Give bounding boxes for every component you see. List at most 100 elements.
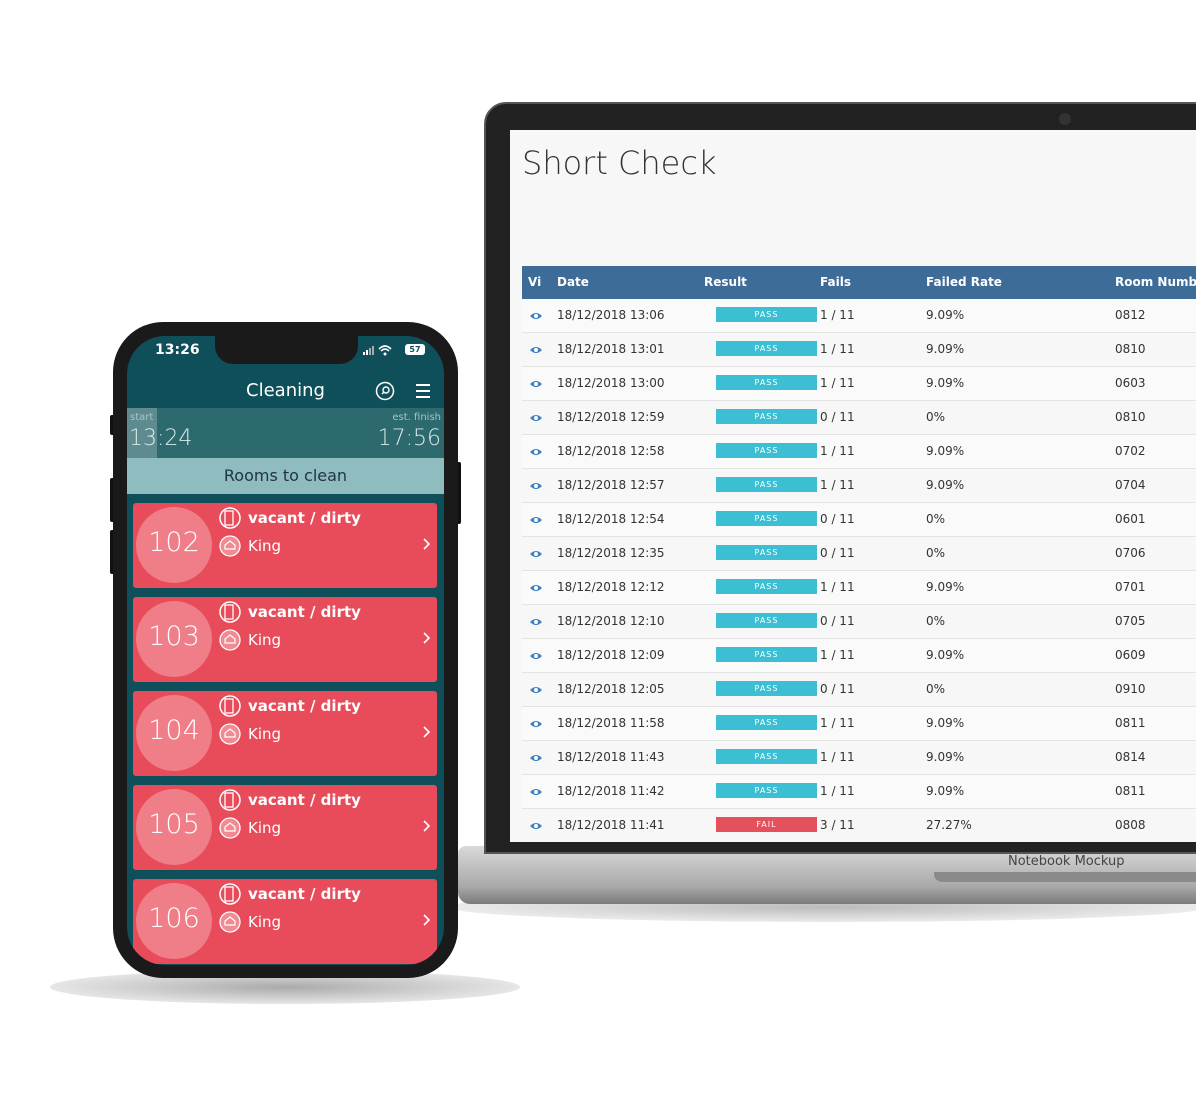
start-label: start: [130, 412, 154, 423]
cell: 18/12/2018 12:10: [557, 614, 665, 628]
table-row[interactable]: 18/12/2018 13:01 PASS 1 / 11 9.09% 0810: [522, 333, 1196, 367]
battery: 57: [405, 344, 425, 355]
view-icon[interactable]: [529, 753, 543, 763]
view-icon[interactable]: [529, 719, 543, 729]
room-card[interactable]: 106 vacant / dirty King: [133, 879, 437, 964]
cell: 9.09%: [926, 716, 965, 730]
view-icon[interactable]: [529, 379, 543, 389]
finish-label: est. finish: [392, 412, 441, 423]
column-header: Room Number: [1115, 275, 1196, 289]
finish-time: 17:56: [377, 426, 441, 451]
cell: 1 / 11: [820, 750, 855, 764]
view-icon[interactable]: [529, 345, 543, 355]
result-badge: PASS: [716, 341, 817, 356]
room-number: 102: [148, 527, 200, 558]
cell: 1 / 11: [820, 580, 855, 594]
cell: 0 / 11: [820, 512, 855, 526]
result-badge: PASS: [716, 783, 817, 798]
table-row[interactable]: 18/12/2018 13:00 PASS 1 / 11 9.09% 0603: [522, 367, 1196, 401]
view-icon[interactable]: [529, 447, 543, 457]
room-card[interactable]: 105 vacant / dirty King: [133, 785, 437, 870]
phone-screen: 13:26 57 Cleaning start 13:24 est. finis…: [127, 336, 444, 965]
table-row[interactable]: 18/12/2018 12:35 PASS 0 / 11 0% 0706: [522, 537, 1196, 571]
room-status: vacant / dirty: [248, 509, 361, 527]
room-number: 105: [148, 809, 200, 840]
view-icon[interactable]: [529, 481, 543, 491]
table-row[interactable]: 18/12/2018 11:58 PASS 1 / 11 9.09% 0811: [522, 707, 1196, 741]
room-circle: [136, 601, 212, 677]
table-row[interactable]: 18/12/2018 12:57 PASS 1 / 11 9.09% 0704: [522, 469, 1196, 503]
table-row[interactable]: 18/12/2018 12:05 PASS 0 / 11 0% 0910: [522, 673, 1196, 707]
view-icon[interactable]: [529, 413, 543, 423]
table-row[interactable]: 18/12/2018 12:54 PASS 0 / 11 0% 0601: [522, 503, 1196, 537]
cell: 18/12/2018 13:01: [557, 342, 665, 356]
card-icons: [219, 883, 431, 933]
table-row[interactable]: 18/12/2018 12:58 PASS 1 / 11 9.09% 0702: [522, 435, 1196, 469]
cell: 0704: [1115, 478, 1146, 492]
cell: 18/12/2018 12:05: [557, 682, 665, 696]
table-row[interactable]: 18/12/2018 12:09 PASS 1 / 11 9.09% 0609: [522, 639, 1196, 673]
room-card[interactable]: 103 vacant / dirty King: [133, 597, 437, 682]
cell: 0%: [926, 410, 946, 424]
cell: 0 / 11: [820, 546, 855, 560]
cell: 1 / 11: [820, 342, 855, 356]
bed-type: King: [248, 913, 282, 931]
view-icon[interactable]: [529, 549, 543, 559]
room-status: vacant / dirty: [248, 697, 361, 715]
cell: 0810: [1115, 410, 1146, 424]
result-badge: PASS: [716, 647, 817, 662]
table-row[interactable]: 18/12/2018 12:12 PASS 1 / 11 9.09% 0701: [522, 571, 1196, 605]
app-header: Cleaning: [246, 380, 325, 401]
view-icon[interactable]: [529, 515, 543, 525]
cell: 18/12/2018 12:59: [557, 410, 665, 424]
cell: 18/12/2018 12:57: [557, 478, 665, 492]
room-card[interactable]: 102 vacant / dirty King: [133, 503, 437, 588]
camera: [1059, 113, 1071, 125]
cell: 1 / 11: [820, 716, 855, 730]
table-row[interactable]: 18/12/2018 12:10 PASS 0 / 11 0% 0705: [522, 605, 1196, 639]
bed-type: King: [248, 819, 282, 837]
view-icon[interactable]: [529, 685, 543, 695]
room-circle: [136, 507, 212, 583]
start-time: 13:24: [129, 426, 193, 451]
cell: 0 / 11: [820, 614, 855, 628]
view-icon[interactable]: [529, 651, 543, 661]
cell: 0812: [1115, 308, 1146, 322]
phone-button: [455, 462, 461, 524]
cell: 18/12/2018 12:54: [557, 512, 665, 526]
room-circle: [136, 695, 212, 771]
cell: 0810: [1115, 342, 1146, 356]
view-icon[interactable]: [529, 311, 543, 321]
table-row[interactable]: 18/12/2018 11:43 PASS 1 / 11 9.09% 0814: [522, 741, 1196, 775]
table-row[interactable]: 18/12/2018 12:59 PASS 0 / 11 0% 0810: [522, 401, 1196, 435]
view-icon[interactable]: [529, 787, 543, 797]
view-icon[interactable]: [529, 821, 543, 831]
view-icon[interactable]: [529, 583, 543, 593]
result-badge: PASS: [716, 545, 817, 560]
table-row[interactable]: 18/12/2018 11:42 PASS 1 / 11 9.09% 0811: [522, 775, 1196, 809]
room-circle: [136, 883, 212, 959]
room-card[interactable]: 104 vacant / dirty King: [133, 691, 437, 776]
cell: 9.09%: [926, 376, 965, 390]
bed-type: King: [248, 537, 282, 555]
cell: 27.27%: [926, 818, 972, 832]
column-header: Vi: [528, 275, 542, 289]
table-row[interactable]: 18/12/2018 11:41 FAIL 3 / 11 27.27% 0808: [522, 809, 1196, 842]
cell: 3 / 11: [820, 818, 855, 832]
cell: 18/12/2018 11:41: [557, 818, 665, 832]
laptop-screen: Short Check Vi Date Result Fails Failed Rate…: [510, 130, 1196, 842]
view-icon[interactable]: [529, 617, 543, 627]
cell: 18/12/2018 11:42: [557, 784, 665, 798]
room-number: 103: [148, 621, 200, 652]
column-header: Failed Rate: [926, 275, 1002, 289]
table-row[interactable]: 18/12/2018 13:06 PASS 1 / 11 9.09% 0812: [522, 299, 1196, 333]
cell: 0705: [1115, 614, 1146, 628]
cell: 18/12/2018 12:35: [557, 546, 665, 560]
result-badge: PASS: [716, 307, 817, 322]
cell: 1 / 11: [820, 648, 855, 662]
cell: 9.09%: [926, 308, 965, 322]
result-badge: PASS: [716, 579, 817, 594]
cell: 0 / 11: [820, 410, 855, 424]
cell: 18/12/2018 13:06: [557, 308, 665, 322]
cell: 1 / 11: [820, 478, 855, 492]
